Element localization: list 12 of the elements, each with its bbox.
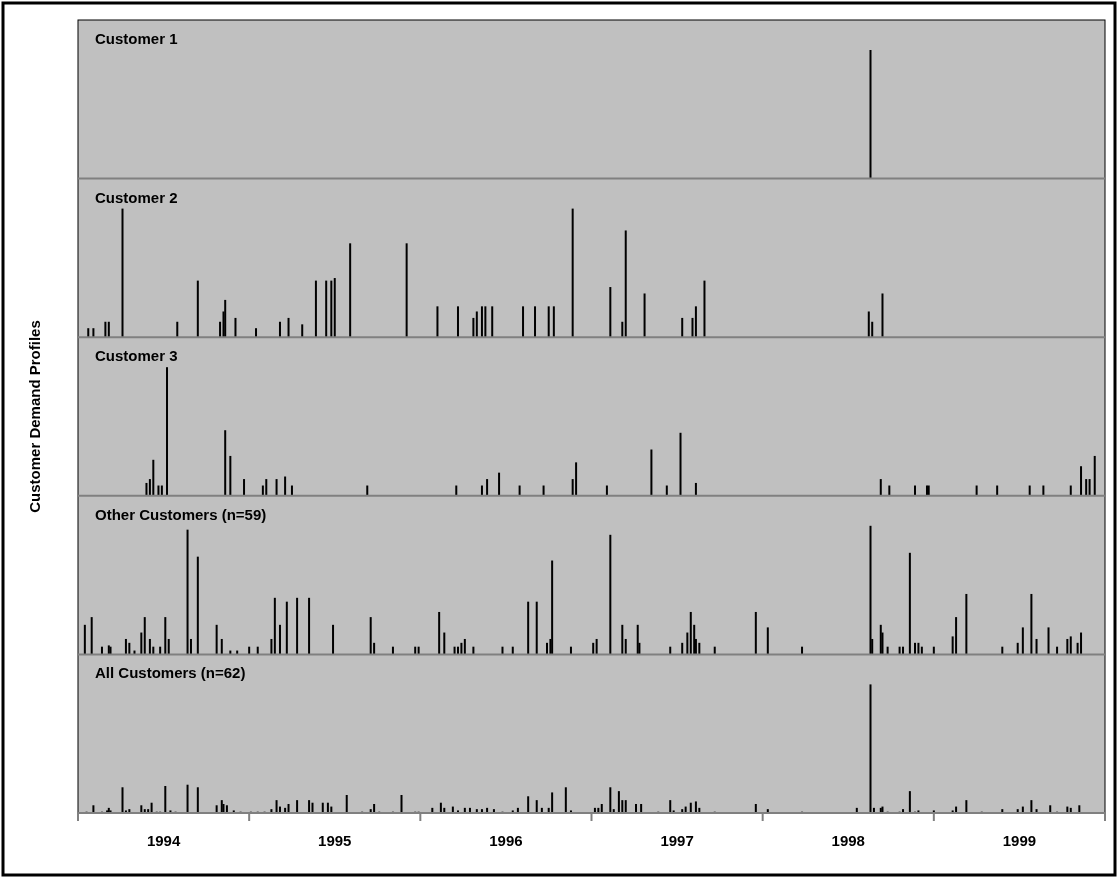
x-tick-label: 1996 [489,832,523,849]
x-tick-label: 1999 [1002,832,1037,849]
chart-title: Customer 1 [95,30,178,47]
y-axis-title: Customer Demand Profiles [26,320,43,513]
x-tick-label: 1994 [146,832,181,849]
chart-title: Other Customers (n=59) [95,505,267,523]
chart-title: All Customers (n=62) [95,664,246,682]
x-tick-label: 1995 [318,832,352,849]
chart-title: Customer 3 [95,347,178,365]
chart-title: Customer 2 [95,188,178,206]
x-tick-label: 1998 [831,832,865,849]
x-tick-label: 1997 [660,832,694,849]
